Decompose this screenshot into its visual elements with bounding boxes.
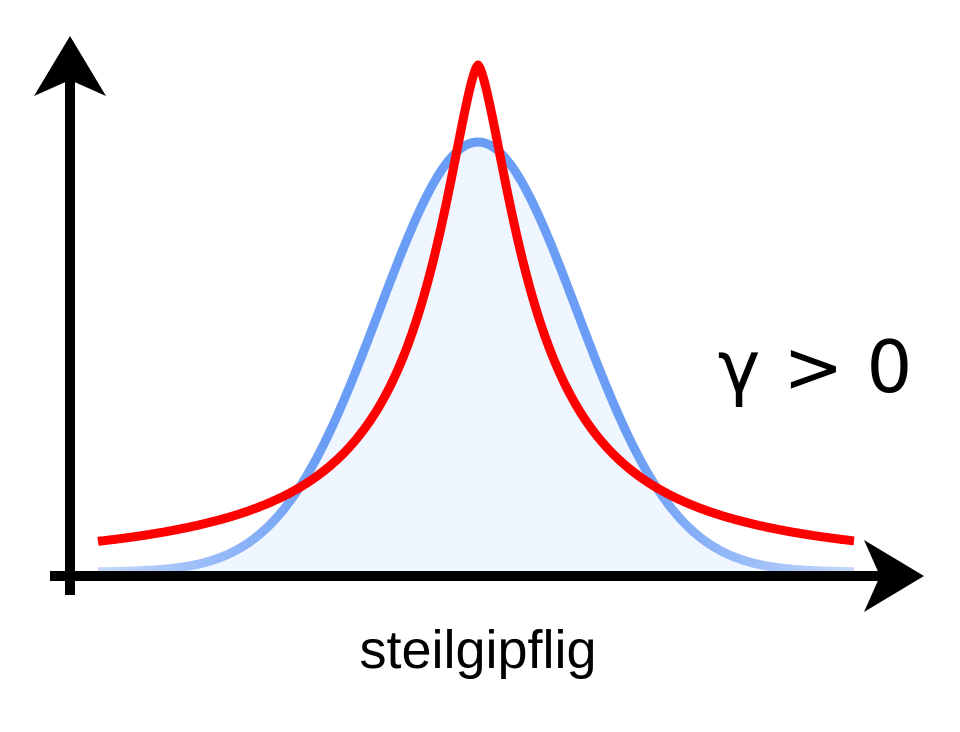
normal-curve — [98, 137, 854, 577]
leptokurtic-curve — [95, 60, 857, 546]
normal-area — [98, 142, 854, 576]
annotation: γ > 0 — [718, 325, 913, 409]
caption: steilgipflig — [359, 620, 596, 680]
y-axis-arrow — [34, 36, 106, 96]
x-axis-arrow — [864, 540, 924, 612]
